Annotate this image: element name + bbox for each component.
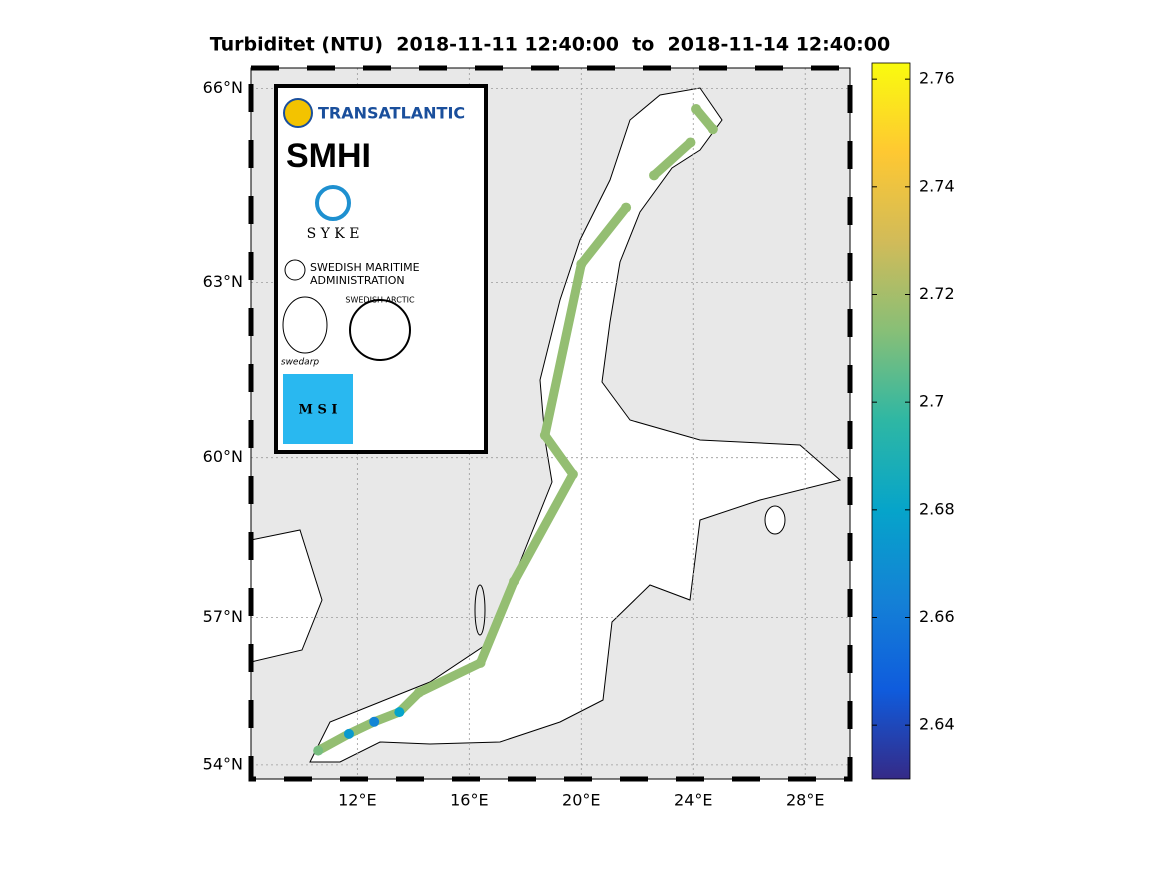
track-point — [649, 170, 660, 181]
colorbar-tick-label: 2.68 — [919, 499, 955, 518]
x-tick-label: 24°E — [674, 791, 712, 810]
track-point — [707, 124, 718, 135]
y-tick-label: 60°N — [203, 447, 243, 466]
logo-icon — [349, 299, 411, 361]
colorbar — [871, 62, 911, 780]
y-tick-label: 63°N — [203, 272, 243, 291]
track-point — [621, 202, 632, 213]
chart-title: Turbiditet (NTU) 2018-11-11 12:40:00 to … — [210, 34, 890, 56]
track-point — [343, 728, 354, 739]
logo-icon — [283, 98, 313, 128]
colorbar-tick-label: 2.74 — [919, 176, 955, 195]
track-point — [576, 259, 587, 270]
colorbar-tick-label: 2.76 — [919, 69, 955, 88]
logo-text: SWEDISH ARCTIC — [345, 296, 415, 305]
x-tick-label: 16°E — [450, 791, 488, 810]
track-point — [394, 707, 405, 718]
track-point — [509, 576, 520, 587]
colorbar-tick-label: 2.64 — [919, 715, 955, 734]
y-tick-label: 54°N — [203, 754, 243, 773]
track-point — [567, 469, 578, 480]
colorbar-tick-label: 2.66 — [919, 607, 955, 626]
track-point — [369, 716, 380, 727]
track-point — [691, 104, 702, 115]
track-point — [313, 745, 324, 756]
x-tick-label: 28°E — [786, 791, 824, 810]
island — [474, 584, 486, 636]
logo-text: S Y K E — [307, 226, 360, 242]
colorbar-tick-label: 2.7 — [919, 392, 944, 411]
x-tick-label: 12°E — [338, 791, 376, 810]
colorbar-tick-label: 2.72 — [919, 284, 955, 303]
sea — [309, 87, 842, 763]
logo-text: swedarp — [281, 358, 320, 368]
logo-text: ADMINISTRATION — [310, 274, 405, 287]
logo-text: M S I — [299, 403, 338, 418]
track-point — [475, 657, 486, 668]
x-tick-label: 20°E — [562, 791, 600, 810]
logo-icon — [282, 296, 328, 354]
logo-box: TRANSATLANTIC SMHI S Y K E SWEDISH MARIT… — [274, 84, 488, 454]
logo-icon — [315, 185, 351, 221]
logo-text: SWEDISH MARITIME — [310, 261, 420, 274]
y-tick-label: 57°N — [203, 607, 243, 626]
lake — [764, 505, 786, 535]
track — [649, 137, 695, 180]
track-point — [413, 687, 424, 698]
track-point — [685, 137, 696, 148]
logo-icon — [284, 259, 306, 281]
track-point — [539, 430, 550, 441]
map-frame — [250, 67, 851, 780]
logo-text: SMHI — [286, 137, 371, 175]
y-tick-label: 66°N — [203, 78, 243, 97]
logo-icon — [283, 374, 353, 444]
logo-text: TRANSATLANTIC — [318, 104, 465, 123]
